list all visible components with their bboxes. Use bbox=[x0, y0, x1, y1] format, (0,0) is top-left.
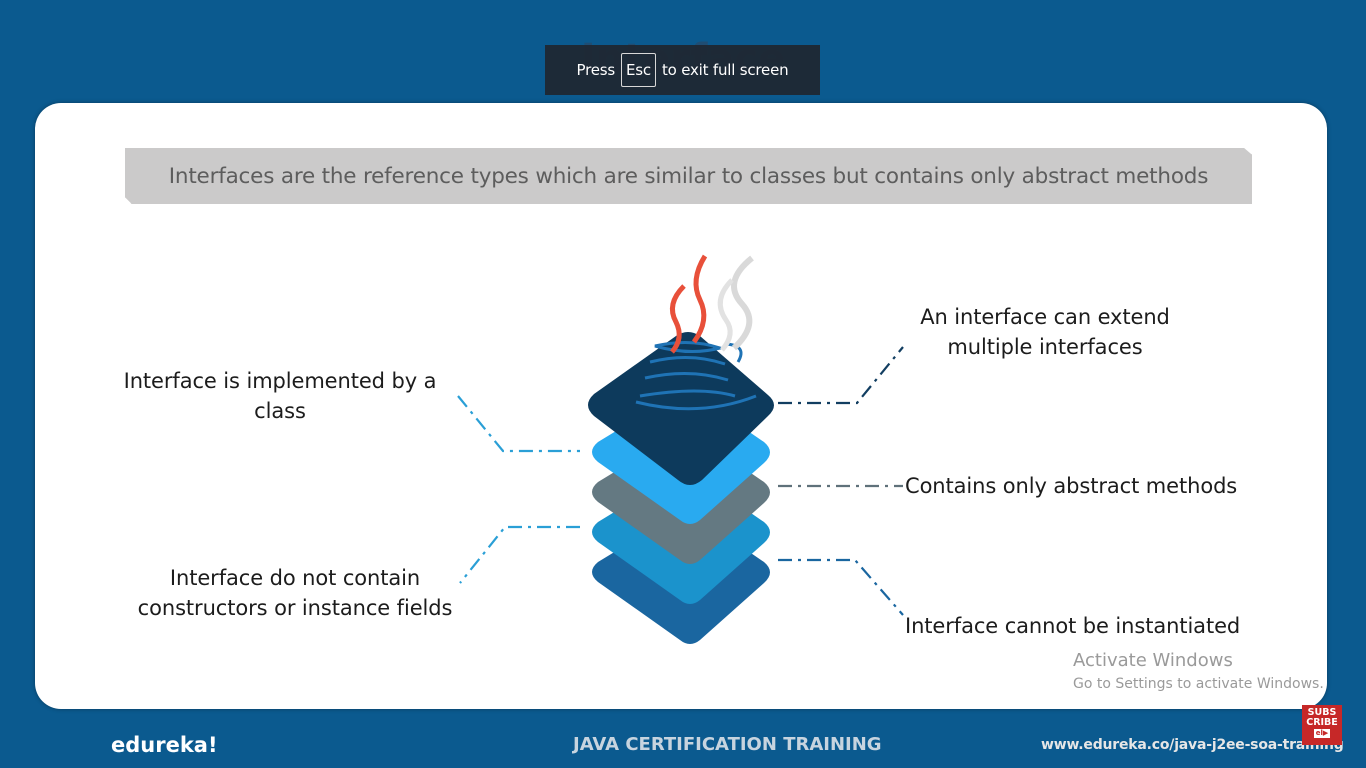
stack-layers bbox=[588, 332, 774, 644]
definition-text: Interfaces are the reference types which… bbox=[168, 163, 1209, 189]
label-extend-multiple: An interface can extend multiple interfa… bbox=[920, 305, 1170, 359]
connector-right-top bbox=[778, 346, 904, 405]
youtube-play-icon: el▶ bbox=[1314, 729, 1330, 738]
label-cannot-instantiate: Interface cannot be instantiated bbox=[905, 614, 1241, 638]
connector-right-bottom bbox=[778, 558, 904, 616]
connector-left-top bbox=[457, 395, 580, 453]
course-title: JAVA CERTIFICATION TRAINING bbox=[573, 734, 882, 755]
label-no-constructors: Interface do not contain constructors or… bbox=[137, 566, 453, 620]
esc-key[interactable]: Esc bbox=[621, 53, 656, 87]
connector-left-bottom bbox=[459, 525, 580, 584]
edureka-logo: edureka! bbox=[111, 733, 218, 757]
activate-windows-title: Activate Windows bbox=[1073, 650, 1233, 671]
press-text: Press bbox=[576, 61, 616, 79]
fullscreen-exit-notice: Press Esc to exit full screen bbox=[545, 45, 820, 95]
label-abstract-methods: Contains only abstract methods bbox=[905, 474, 1238, 498]
definition-banner: Interfaces are the reference types which… bbox=[125, 148, 1252, 204]
course-url[interactable]: www.edureka.co/java-j2ee-soa-training bbox=[1041, 737, 1344, 753]
activate-windows-subtitle: Go to Settings to activate Windows. bbox=[1073, 676, 1324, 692]
subscribe-button[interactable]: SUBS CRIBE el▶ bbox=[1302, 705, 1342, 745]
label-implemented-by-class: Interface is implemented by a class bbox=[123, 369, 437, 423]
exit-text: to exit full screen bbox=[661, 61, 789, 79]
steam-icon bbox=[669, 254, 754, 354]
